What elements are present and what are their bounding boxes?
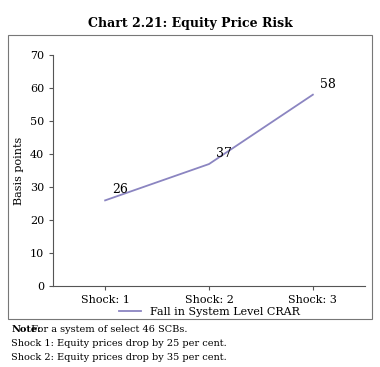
Text: Chart 2.21: Equity Price Risk: Chart 2.21: Equity Price Risk (88, 17, 292, 30)
Text: For a system of select 46 SCBs.: For a system of select 46 SCBs. (28, 325, 188, 334)
Text: Shock 2: Equity prices drop by 35 per cent.: Shock 2: Equity prices drop by 35 per ce… (11, 353, 227, 362)
Text: Note:: Note: (11, 325, 41, 334)
Text: 26: 26 (112, 183, 128, 196)
Text: 58: 58 (320, 77, 336, 91)
Text: Shock 1: Equity prices drop by 25 per cent.: Shock 1: Equity prices drop by 25 per ce… (11, 339, 227, 348)
Legend: Fall in System Level CRAR: Fall in System Level CRAR (114, 302, 304, 321)
Text: 37: 37 (216, 147, 232, 160)
Y-axis label: Basis points: Basis points (14, 137, 24, 205)
